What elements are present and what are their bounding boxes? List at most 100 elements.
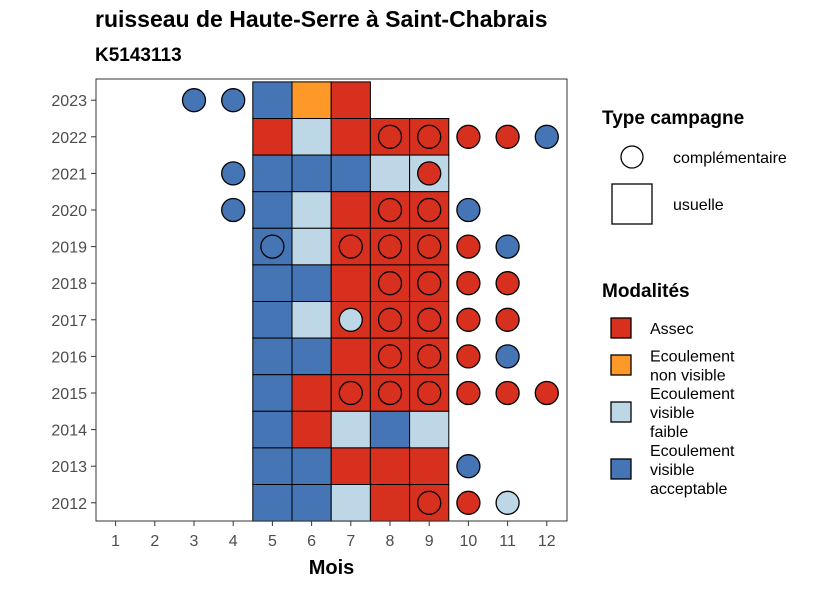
tile-usuelle — [291, 227, 332, 266]
chart-title: ruisseau de Haute-Serre à Saint-Chabrais — [95, 6, 548, 32]
x-tick-label: 9 — [425, 533, 434, 550]
legend-modalite-label-line: visible — [650, 462, 695, 479]
tile-usuelle — [291, 447, 332, 485]
tile-usuelle — [252, 447, 293, 485]
tile-usuelle — [291, 81, 332, 119]
tile-usuelle — [330, 118, 371, 156]
point-complementaire — [417, 124, 442, 149]
legend-type-label: complémentaire — [673, 150, 787, 167]
y-tick-label: 2021 — [51, 166, 87, 183]
point-complementaire — [338, 307, 363, 332]
x-tick-label: 10 — [460, 533, 478, 550]
tile-usuelle — [252, 374, 293, 412]
point-complementaire — [495, 234, 520, 259]
legend-modalite-label-line: Assec — [650, 321, 694, 338]
legend-modalite-label-line: acceptable — [650, 481, 727, 498]
y-tick-label: 2013 — [51, 459, 87, 476]
tile-usuelle — [252, 337, 293, 376]
point-complementaire — [456, 380, 481, 406]
point-complementaire — [534, 124, 559, 149]
point-complementaire — [221, 197, 246, 223]
tile-usuelle — [369, 447, 411, 485]
point-complementaire — [417, 271, 442, 296]
tile-usuelle — [291, 484, 332, 522]
legend-modalite-swatch — [610, 317, 632, 339]
y-tick-label: 2018 — [51, 276, 87, 293]
legend-modalite-label: Ecoulement visible faible — [650, 386, 735, 441]
point-complementaire — [417, 344, 442, 369]
tile-usuelle — [330, 484, 371, 522]
y-tick-label: 2023 — [51, 93, 87, 110]
y-tick-label: 2019 — [51, 240, 87, 257]
y-tick-label: 2016 — [51, 349, 87, 366]
point-complementaire — [495, 344, 520, 369]
x-tick-label: 11 — [499, 533, 516, 550]
point-complementaire — [495, 380, 520, 406]
y-tick-label: 2012 — [51, 496, 87, 513]
point-complementaire — [377, 124, 403, 149]
legend-modalite-label-line: Ecoulement — [650, 443, 735, 460]
point-complementaire — [377, 380, 403, 406]
x-tick-label: 2 — [150, 533, 159, 550]
point-complementaire — [377, 234, 403, 259]
tile-usuelle — [409, 301, 450, 339]
point-complementaire — [221, 88, 246, 113]
legend-key-circle — [620, 145, 644, 169]
legends: Type campagne complémentaire usuelle Modali… — [602, 108, 787, 498]
tile-usuelle — [409, 118, 450, 156]
tile-usuelle — [330, 337, 371, 376]
tile-usuelle — [291, 154, 332, 193]
point-complementaire — [377, 197, 403, 223]
point-complementaire — [456, 490, 481, 515]
point-complementaire — [417, 307, 442, 332]
tile-usuelle — [369, 410, 411, 449]
point-complementaire — [495, 124, 520, 149]
x-tick-label: 5 — [268, 533, 277, 550]
point-complementaire — [417, 197, 442, 223]
point-complementaire — [417, 161, 442, 186]
legend-type-title: Type campagne — [602, 108, 744, 129]
tile-usuelle — [291, 191, 332, 229]
legend-modalite-swatch — [610, 458, 632, 480]
x-tick-label: 12 — [538, 533, 556, 550]
point-complementaire — [495, 490, 520, 515]
y-tick-label: 2014 — [51, 423, 87, 440]
legend-modalite-label: Ecoulement non visible — [650, 349, 735, 385]
axes: 1 2 3 4 5 6 7 8 9 10 11 122012201320142015201620172… — [51, 78, 568, 579]
tile-usuelle — [252, 81, 293, 119]
point-complementaire — [456, 234, 481, 259]
point-complementaire — [456, 197, 481, 223]
legend-modalites-title: Modalités — [602, 281, 690, 302]
legend-modalite-label-line: non visible — [650, 368, 726, 385]
legend-key-square — [611, 183, 653, 225]
legend-modalite-label-line: Ecoulement — [650, 386, 735, 403]
x-tick-label: 6 — [307, 533, 316, 550]
point-complementaire — [456, 344, 481, 369]
tile-usuelle — [252, 118, 293, 156]
point-complementaire — [338, 380, 363, 406]
y-tick-label: 2015 — [51, 386, 87, 403]
tile-usuelle — [291, 264, 332, 302]
tile-usuelle — [330, 191, 371, 229]
point-complementaire — [534, 380, 559, 406]
point-complementaire — [181, 88, 207, 113]
point-complementaire — [377, 307, 403, 332]
x-tick-label: 3 — [190, 533, 199, 550]
point-complementaire — [417, 380, 442, 406]
tile-usuelle — [291, 118, 332, 156]
x-axis-title: Mois — [309, 557, 355, 579]
tile-usuelle — [330, 410, 371, 449]
tile-usuelle — [409, 410, 450, 449]
point-complementaire — [338, 234, 363, 259]
point-complementaire — [456, 454, 481, 479]
legend-modalite-swatch — [610, 401, 632, 423]
point-complementaire — [377, 344, 403, 369]
tile-usuelle — [330, 264, 371, 302]
legend-type-label: usuelle — [673, 197, 724, 214]
point-complementaire — [417, 490, 442, 515]
legend-modalite-label-line: visible — [650, 405, 695, 422]
point-complementaire — [221, 161, 246, 186]
chart-subtitle: K5143113 — [95, 45, 182, 66]
tile-usuelle — [330, 81, 371, 119]
legend-modalite-swatch — [610, 354, 632, 376]
